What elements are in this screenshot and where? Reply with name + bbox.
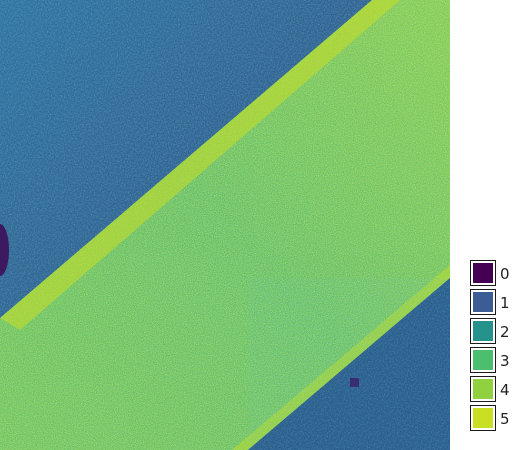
legend-item: 4 (468, 374, 520, 404)
legend-swatch (470, 376, 496, 402)
legend-swatch (470, 347, 496, 373)
legend-swatch (470, 289, 496, 315)
legend-label: 0 (500, 265, 510, 283)
legend-label: 3 (500, 352, 510, 370)
legend-item: 3 (468, 345, 520, 375)
legend-swatch (470, 405, 496, 431)
classification-map (0, 0, 450, 450)
class-legend: 0 1 2 3 4 5 (468, 258, 520, 438)
legend-label: 4 (500, 381, 510, 399)
legend-label: 1 (500, 294, 510, 312)
legend-item: 5 (468, 403, 520, 433)
classification-raster (0, 0, 450, 450)
legend-item: 2 (468, 316, 520, 346)
legend-swatch (470, 318, 496, 344)
legend-item: 0 (468, 258, 520, 288)
legend-label: 5 (500, 410, 510, 428)
legend-item: 1 (468, 287, 520, 317)
legend-swatch (470, 260, 496, 286)
legend-label: 2 (500, 323, 510, 341)
